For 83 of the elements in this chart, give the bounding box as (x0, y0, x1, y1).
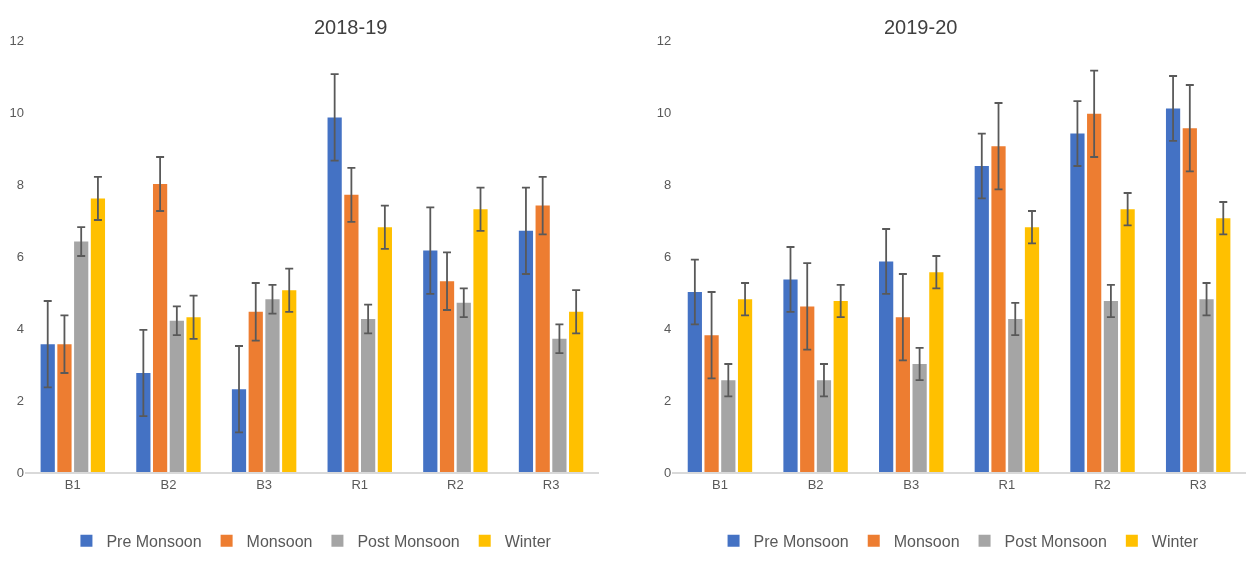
legend-label: Pre Monsoon (106, 532, 202, 550)
bar (833, 301, 848, 472)
y-tick-label: 2 (663, 392, 672, 408)
y-tick-label: 12 (9, 32, 24, 48)
y-tick-label: 0 (16, 464, 24, 480)
x-tick-label: B3 (256, 477, 273, 493)
bar (74, 241, 89, 472)
y-tick-label: 4 (16, 320, 24, 336)
chart-title: 2018-19 (314, 16, 388, 38)
y-tick-label: 2 (16, 392, 24, 408)
bar (439, 281, 455, 472)
bar (991, 146, 1006, 472)
bar (569, 311, 584, 472)
x-tick-label: B3 (903, 477, 920, 493)
bar (282, 290, 297, 472)
bar (1216, 218, 1231, 472)
chart-title: 2019-20 (884, 16, 958, 38)
y-tick-label: 8 (663, 176, 672, 192)
legend-label: Monsoon (246, 532, 313, 550)
x-tick-label: R1 (998, 477, 1016, 493)
bar (721, 380, 736, 472)
legend-label: Post Monsoon (1004, 532, 1107, 550)
legend-label: Winter (1151, 532, 1199, 550)
y-tick-label: 8 (16, 176, 24, 192)
bar (136, 373, 151, 472)
bar (344, 194, 359, 472)
bar (57, 344, 72, 472)
bar (423, 250, 438, 472)
x-tick-label: R1 (351, 477, 369, 493)
bar (816, 380, 832, 472)
bar (1103, 301, 1119, 472)
bar (1024, 227, 1040, 472)
legend-label: Post Monsoon (357, 532, 460, 550)
bar (518, 230, 534, 472)
bar (1070, 133, 1085, 472)
bar (1008, 319, 1023, 472)
bar (929, 272, 944, 472)
bar (361, 319, 376, 472)
x-tick-label: R3 (1189, 477, 1207, 493)
legend-label: Monsoon (893, 532, 960, 550)
bar (1182, 128, 1197, 472)
bar (152, 184, 168, 472)
x-tick-label: B2 (807, 477, 824, 493)
bar (704, 335, 719, 472)
bar (377, 227, 392, 472)
legend-label: Pre Monsoon (753, 532, 849, 550)
bar (248, 311, 263, 472)
bar (552, 338, 567, 472)
bar (40, 344, 55, 472)
legend-label: Winter (504, 532, 552, 550)
bar (879, 261, 894, 472)
bar (737, 299, 753, 472)
y-tick-label: 12 (656, 32, 672, 48)
bar (473, 209, 488, 472)
bar (535, 205, 550, 472)
x-tick-label: B1 (712, 477, 728, 493)
y-tick-label: 10 (9, 104, 24, 120)
bar (90, 198, 106, 472)
y-tick-label: 0 (663, 464, 672, 480)
bar (1120, 209, 1135, 472)
y-tick-label: 6 (16, 248, 24, 264)
y-tick-label: 6 (663, 248, 672, 264)
bar (974, 166, 989, 472)
y-tick-label: 10 (656, 104, 672, 120)
y-tick-label: 4 (663, 320, 672, 336)
bar (169, 320, 184, 472)
x-tick-label: B1 (64, 477, 81, 493)
bar (1199, 299, 1214, 472)
bar (186, 317, 201, 472)
x-tick-label: B2 (160, 477, 177, 493)
x-tick-label: R2 (447, 477, 464, 493)
bar (783, 279, 798, 472)
bar (1165, 108, 1181, 472)
bar (687, 292, 702, 472)
x-tick-label: R3 (542, 477, 560, 493)
bar (800, 306, 815, 472)
bar (912, 364, 927, 472)
bar (456, 302, 471, 472)
bar (895, 317, 910, 472)
x-tick-label: R2 (1094, 477, 1111, 493)
bar (265, 299, 280, 472)
bar (327, 117, 342, 472)
bar (1087, 113, 1102, 472)
